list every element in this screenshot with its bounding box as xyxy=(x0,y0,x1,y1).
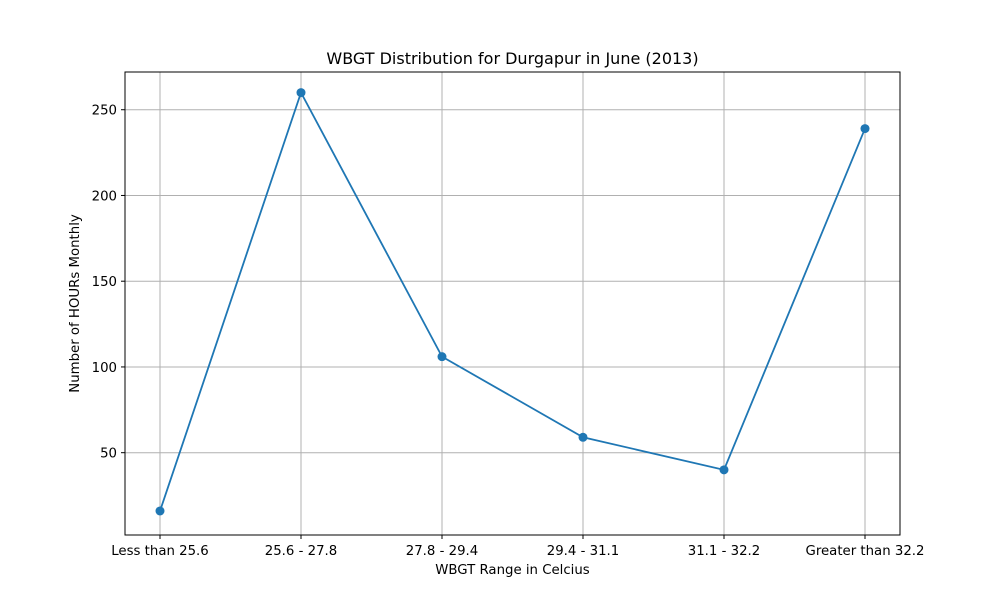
y-tick-label: 250 xyxy=(92,104,117,119)
data-point xyxy=(155,506,165,516)
x-axis-title: WBGT Range in Celcius xyxy=(435,563,590,578)
y-tick-label: 50 xyxy=(100,447,117,462)
data-point xyxy=(860,124,870,134)
series-layer xyxy=(155,88,870,516)
x-tick-label: 29.4 - 31.1 xyxy=(547,544,619,559)
data-point xyxy=(296,88,306,98)
data-point xyxy=(437,352,447,362)
x-tick-label: 25.6 - 27.8 xyxy=(265,544,337,559)
series-line xyxy=(159,90,866,512)
x-tick-label: Greater than 32.2 xyxy=(806,544,925,559)
x-tick-label: Less than 25.6 xyxy=(111,544,209,559)
y-tick-label: 200 xyxy=(92,189,117,204)
y-tick-label: 150 xyxy=(92,275,117,290)
grid xyxy=(125,72,900,535)
axis-ticks: Less than 25.6 25.6 - 27.8 27.8 - 29.4 29.4… xyxy=(92,104,925,559)
x-tick-label: 31.1 - 32.2 xyxy=(688,544,760,559)
data-point xyxy=(719,465,729,475)
chart-title: WBGT Distribution for Durgapur in June (… xyxy=(326,49,698,68)
x-tick-label: 27.8 - 29.4 xyxy=(406,544,478,559)
y-axis-title: Number of HOURs Monthly xyxy=(68,214,83,393)
plot-area-frame xyxy=(124,71,901,536)
data-point xyxy=(578,432,588,442)
y-tick-label: 100 xyxy=(92,361,117,376)
